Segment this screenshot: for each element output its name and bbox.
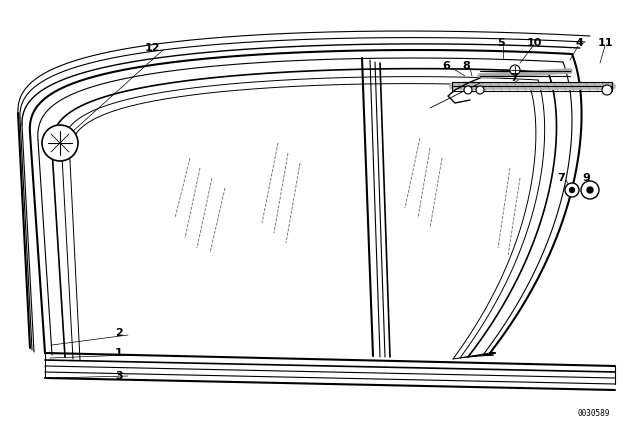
Circle shape (602, 85, 612, 95)
Text: 5: 5 (497, 38, 504, 48)
Text: 0030589: 0030589 (578, 409, 610, 418)
Circle shape (510, 65, 520, 75)
Circle shape (42, 125, 78, 161)
Text: 3: 3 (115, 371, 123, 381)
Text: 6: 6 (442, 61, 450, 71)
Text: 8: 8 (462, 61, 470, 71)
Text: 1: 1 (115, 348, 123, 358)
Text: 4: 4 (575, 38, 583, 48)
Text: 12: 12 (145, 43, 161, 53)
Text: 11: 11 (598, 38, 614, 48)
Circle shape (581, 181, 599, 199)
Circle shape (587, 187, 593, 193)
Text: 7: 7 (510, 73, 518, 83)
Circle shape (476, 86, 484, 94)
Circle shape (464, 86, 472, 94)
Circle shape (570, 188, 575, 193)
Text: 7: 7 (557, 173, 564, 183)
Circle shape (565, 183, 579, 197)
Text: 2: 2 (115, 328, 123, 338)
Text: 10: 10 (527, 38, 542, 48)
Text: 9: 9 (582, 173, 590, 183)
